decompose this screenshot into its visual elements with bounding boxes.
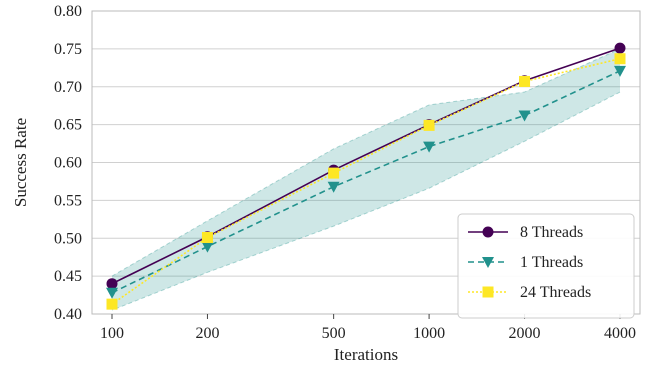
y-axis-label: Success Rate [11,118,30,207]
data-point [106,298,118,310]
series-2 [106,65,626,299]
legend-marker [482,286,494,298]
y-tick-label: 0.70 [54,79,82,96]
data-point [201,231,213,243]
data-point [106,287,118,299]
data-point [201,241,214,253]
x-axis-ticks: 100 200 500 1000 2000 4000 [100,314,636,342]
x-tick-label: 100 [100,325,124,342]
confidence-band [112,48,620,311]
plot-frame [91,10,641,315]
series-lines [106,42,626,310]
series-3 [106,53,626,310]
y-tick-label: 0.40 [54,306,82,323]
x-tick-label: 200 [195,325,219,342]
legend-entry: 8 Threads [468,224,583,241]
y-tick-label: 0.55 [54,192,82,209]
y-tick-label: 0.50 [54,230,82,247]
x-tick-label: 2000 [509,325,541,342]
data-point [328,167,340,179]
y-tick-label: 0.65 [54,117,82,134]
x-tick-label: 1000 [413,325,445,342]
series-line [111,47,621,285]
data-point [614,65,626,77]
data-point [614,42,626,54]
y-tick-label: 0.75 [54,41,82,58]
legend: 8 Threads 1 Threads 24 Threads [457,213,635,319]
y-axis-ticks: 0.40 0.45 0.50 0.55 0.60 0.65 0.70 0.75 0.80 [54,3,82,323]
legend-entry: 1 Threads [468,254,583,271]
band-upper-edge [111,48,621,277]
x-tick-label: 500 [322,325,346,342]
data-point [518,110,531,122]
data-point [519,75,531,87]
legend-marker [482,226,494,238]
legend-entry: 24 Threads [468,284,591,301]
y-tick-label: 0.60 [54,155,82,172]
data-point [327,181,340,193]
data-point [423,141,436,153]
x-tick-label: 4000 [604,325,636,342]
data-point [614,53,626,65]
y-tick-label: 0.45 [54,268,82,285]
series-line [111,57,621,305]
legend-marker [482,257,494,268]
confidence-bands [111,48,621,311]
legend-label: 8 Threads [520,224,583,241]
data-point [423,119,435,131]
y-tick-label: 0.80 [54,3,82,20]
data-point [106,278,118,290]
legend-label: 1 Threads [520,254,583,271]
legend-label: 24 Threads [520,284,591,301]
x-axis-label: Iterations [334,345,398,364]
